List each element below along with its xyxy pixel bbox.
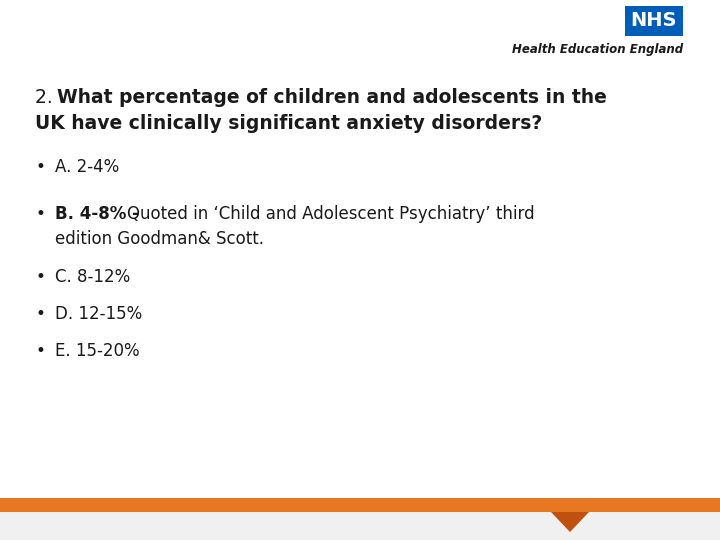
Text: •: • bbox=[35, 268, 45, 286]
Text: B. 4-8% -: B. 4-8% - bbox=[55, 205, 145, 223]
Bar bbox=[625, 6, 683, 36]
Text: •: • bbox=[35, 205, 45, 223]
Text: •: • bbox=[35, 342, 45, 360]
Text: D. 12-15%: D. 12-15% bbox=[55, 305, 143, 323]
Text: edition Goodman& Scott.: edition Goodman& Scott. bbox=[55, 230, 264, 248]
Polygon shape bbox=[551, 512, 589, 532]
Text: NHS: NHS bbox=[631, 11, 678, 30]
Text: Health Education England: Health Education England bbox=[512, 43, 683, 56]
Text: E. 15-20%: E. 15-20% bbox=[55, 342, 140, 360]
Text: •: • bbox=[35, 158, 45, 176]
Text: •: • bbox=[35, 305, 45, 323]
Text: Quoted in ‘Child and Adolescent Psychiatry’ third: Quoted in ‘Child and Adolescent Psychiat… bbox=[127, 205, 535, 223]
Text: C. 8-12%: C. 8-12% bbox=[55, 268, 130, 286]
Bar bbox=[0, 498, 720, 512]
Bar bbox=[0, 512, 720, 540]
Text: What percentage of children and adolescents in the: What percentage of children and adolesce… bbox=[57, 88, 607, 107]
Text: A. 2-4%: A. 2-4% bbox=[55, 158, 120, 176]
Text: 2.: 2. bbox=[35, 88, 59, 107]
Text: UK have clinically significant anxiety disorders?: UK have clinically significant anxiety d… bbox=[35, 114, 542, 133]
